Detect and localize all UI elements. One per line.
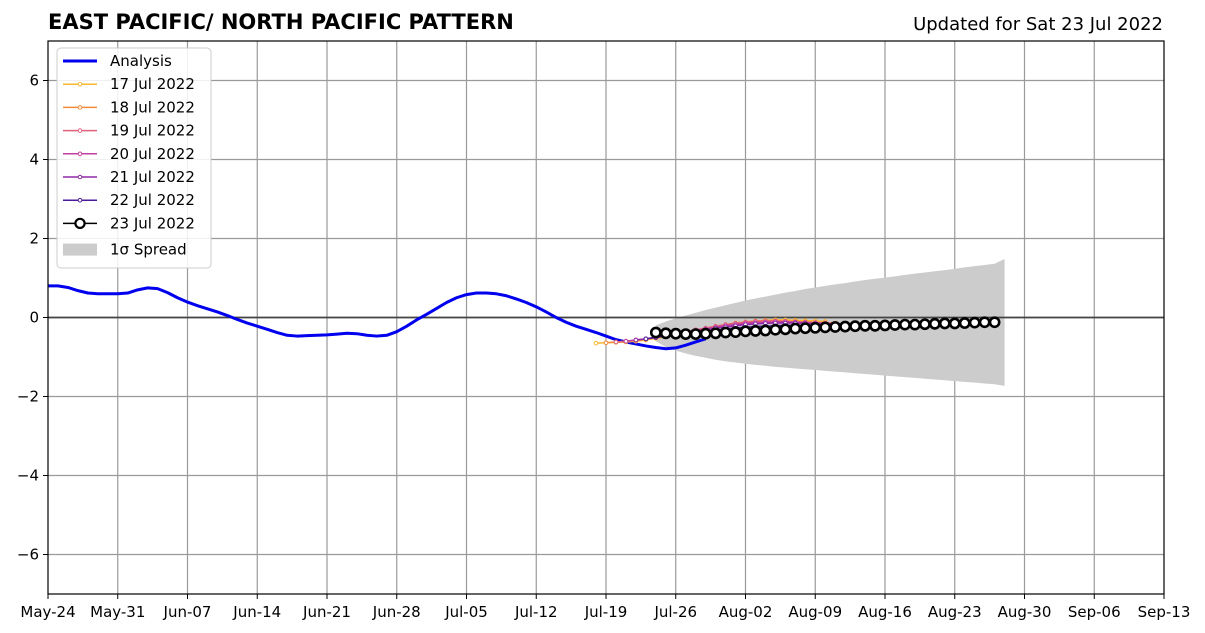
current-forecast-point (739, 325, 752, 338)
current-forecast-point (889, 319, 901, 331)
current-forecast-point (908, 318, 921, 331)
legend-swatch-marker (74, 217, 86, 230)
forecast-point (633, 337, 639, 343)
x-tick-label: Jun-14 (232, 603, 281, 621)
current-forecast-point (769, 323, 782, 336)
y-tick-label: 0 (29, 309, 39, 327)
legend-label: 23 Jul 2022 (110, 214, 195, 232)
current-forecast-point (869, 319, 881, 332)
legend-label: 18 Jul 2022 (110, 98, 195, 116)
current-forecast-point (789, 322, 802, 335)
legend-label: 22 Jul 2022 (110, 191, 195, 209)
legend-label: 20 Jul 2022 (110, 145, 195, 163)
x-tick-label: Aug-02 (719, 603, 773, 621)
current-forecast-point (779, 323, 792, 336)
legend-swatch-marker (77, 81, 83, 87)
current-forecast-point (759, 324, 772, 337)
y-tick-label: 2 (29, 230, 39, 248)
legend-swatch-marker (77, 174, 83, 180)
current-forecast-point (699, 327, 712, 340)
current-forecast-point (749, 325, 762, 337)
current-forecast-point (709, 327, 722, 340)
analysis-line (48, 284, 707, 351)
legend-label: 21 Jul 2022 (110, 168, 195, 186)
legend-label: 1σ Spread (110, 241, 187, 259)
y-tick-label: 6 (29, 72, 39, 90)
x-tick-label: Jul-12 (514, 603, 558, 621)
chart-title: EAST PACIFIC/ NORTH PACIFIC PATTERN (48, 10, 514, 34)
current-forecast-point (928, 317, 941, 330)
x-tick-label: Aug-23 (928, 603, 982, 621)
current-forecast-point (799, 322, 812, 335)
x-tick-label: Aug-16 (858, 603, 912, 621)
current-forecast-point (689, 328, 702, 340)
forecast-point (593, 340, 599, 346)
current-forecast-point (918, 318, 931, 331)
x-tick-label: May-24 (20, 603, 75, 621)
current-forecast-point (938, 317, 951, 330)
x-tick-label: Jun-28 (372, 603, 421, 621)
legend-swatch-marker (77, 197, 83, 203)
series-layer (48, 284, 1001, 351)
legend-label: 17 Jul 2022 (110, 75, 195, 93)
current-forecast-point (669, 327, 682, 340)
current-forecast-point (679, 328, 692, 340)
current-forecast-point (978, 316, 991, 329)
axis-layer: May-24 May-31 Jun-07 Jun-14 Jun-21 Jun-28 Jul-… (17, 40, 1191, 621)
x-tick-label: Aug-30 (998, 603, 1052, 621)
current-forecast-point (879, 319, 891, 332)
y-tick-label: −2 (17, 388, 39, 406)
current-forecast-point (968, 316, 981, 329)
legend-swatch-spread (63, 243, 97, 256)
x-tick-label: May-31 (90, 603, 145, 621)
current-forecast-point (659, 327, 672, 340)
x-tick-label: Sep-06 (1068, 603, 1121, 621)
current-forecast-point (729, 326, 742, 339)
legend-swatch-marker (77, 105, 83, 110)
y-tick-label: −6 (17, 546, 39, 564)
current-forecast-point (819, 321, 832, 334)
legend-swatch-marker (77, 128, 83, 133)
x-tick-label: Jun-21 (302, 603, 351, 621)
current-forecast-point (988, 316, 1001, 329)
current-forecast-point (839, 320, 852, 333)
x-tick-label: Jun-07 (163, 603, 212, 621)
y-tick-label: −4 (17, 467, 39, 485)
current-forecast-point (829, 321, 842, 333)
plot-frame (47, 40, 1165, 595)
current-forecast-point (649, 326, 662, 339)
forecast-point (623, 338, 629, 344)
chart-subtitle: Updated for Sat 23 Jul 2022 (913, 14, 1163, 35)
forecast-point (643, 336, 649, 342)
current-forecast-point (948, 317, 961, 330)
current-forecast-point (849, 320, 862, 333)
x-tick-label: Aug-09 (788, 603, 842, 621)
current-forecast-point (859, 319, 871, 332)
current-forecast-point (958, 317, 971, 329)
x-tick-label: Jul-05 (444, 603, 488, 621)
current-forecast-point (899, 318, 911, 331)
legend-swatch-marker (77, 151, 83, 157)
x-tick-label: Jul-19 (584, 603, 628, 621)
legend-box (56, 47, 212, 269)
y-tick-label: 4 (29, 151, 39, 169)
legend-label: 19 Jul 2022 (110, 122, 195, 140)
legend: Analysis 17 Jul 2022 18 Jul 2022 19 Jul 202… (56, 47, 212, 269)
x-tick-label: Sep-13 (1138, 603, 1191, 621)
forecast-point (613, 339, 619, 345)
legend-label: Analysis (110, 52, 172, 70)
current-forecast-point (809, 321, 822, 334)
x-tick-label: Jul-26 (653, 603, 697, 621)
current-forecast-point (719, 326, 732, 339)
forecast-point (603, 340, 609, 346)
